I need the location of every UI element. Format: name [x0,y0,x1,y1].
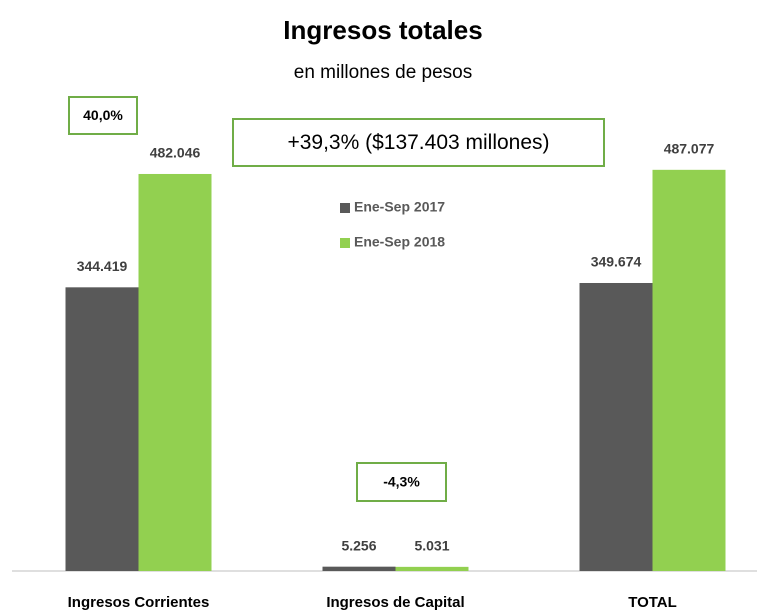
annotation-box [356,462,447,502]
x-tick-label: TOTAL [628,594,677,611]
value-label: 5.031 [414,538,449,554]
value-label: 5.256 [341,537,376,553]
legend-swatch [340,238,350,248]
value-label: 482.046 [150,145,201,161]
chart-subtitle: en millones de pesos [294,62,473,83]
value-label: 344.419 [77,258,128,274]
bar [395,566,469,571]
legend-label: Ene-Sep 2017 [354,199,445,215]
bar [322,566,396,571]
annotation-box [68,96,138,135]
bar [138,173,212,571]
annotation: 40,0% [83,107,123,123]
annotation: +39,3% ($137.403 millones) [287,131,549,154]
x-tick-label: Ingresos Corrientes [68,594,210,611]
legend-label: Ene-Sep 2018 [354,234,445,250]
annotation: -4,3% [383,474,420,490]
annotation-box [232,118,605,167]
value-label: 487.077 [664,141,715,157]
chart-title: Ingresos totales [283,15,482,45]
bar [579,282,653,571]
x-tick-label: Ingresos de Capital [326,594,464,611]
legend-swatch [340,203,350,213]
value-label: 349.674 [591,254,642,270]
bar [652,169,726,571]
bar [65,287,139,571]
